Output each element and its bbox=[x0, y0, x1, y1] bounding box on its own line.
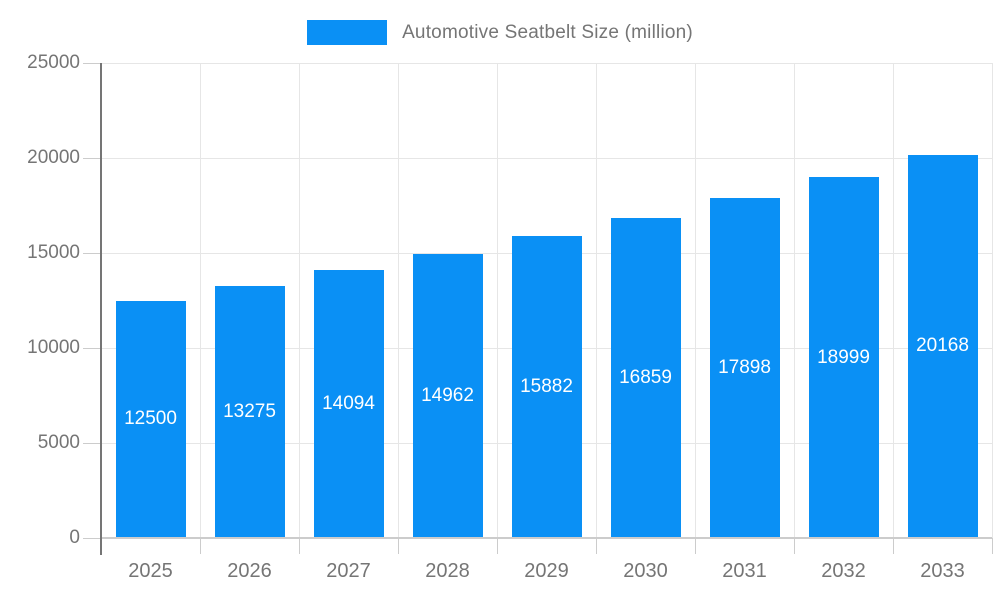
legend-label: Automotive Seatbelt Size (million) bbox=[402, 21, 693, 43]
x-axis-tick bbox=[892, 538, 894, 554]
bar-value-label: 15882 bbox=[520, 376, 573, 398]
x-axis-tick bbox=[991, 538, 993, 554]
y-axis-label: 10000 bbox=[27, 337, 80, 358]
bar bbox=[313, 270, 384, 538]
bar bbox=[115, 300, 186, 538]
x-axis-label: 2027 bbox=[326, 560, 371, 582]
x-gridline bbox=[991, 63, 993, 538]
x-gridline bbox=[496, 63, 498, 538]
x-axis-line bbox=[101, 537, 992, 539]
y-gridline bbox=[101, 62, 992, 64]
x-axis-label: 2032 bbox=[821, 560, 866, 582]
y-axis-tick bbox=[83, 62, 101, 64]
x-axis-label: 2026 bbox=[227, 560, 272, 582]
legend-swatch bbox=[307, 20, 388, 45]
x-gridline bbox=[892, 63, 894, 538]
bar bbox=[808, 177, 879, 538]
bar-value-label: 14962 bbox=[421, 384, 474, 406]
bar-value-label: 13275 bbox=[223, 400, 276, 422]
x-axis-tick bbox=[199, 538, 201, 554]
x-axis-label: 2025 bbox=[128, 560, 173, 582]
x-axis-tick bbox=[298, 538, 300, 554]
x-gridline bbox=[199, 63, 201, 538]
bar-value-label: 14094 bbox=[322, 393, 375, 415]
x-axis-tick bbox=[694, 538, 696, 554]
y-axis-tick bbox=[83, 347, 101, 349]
x-axis-tick bbox=[496, 538, 498, 554]
y-axis-tick bbox=[83, 157, 101, 159]
bar bbox=[907, 154, 978, 538]
x-gridline bbox=[694, 63, 696, 538]
y-axis-tick bbox=[83, 252, 101, 254]
bar-value-label: 18999 bbox=[817, 346, 870, 368]
y-axis-label: 5000 bbox=[37, 432, 80, 453]
bar bbox=[412, 253, 483, 538]
x-axis-label: 2028 bbox=[425, 560, 470, 582]
y-axis-label: 25000 bbox=[27, 52, 80, 73]
y-axis-tick bbox=[83, 537, 101, 539]
bar-value-label: 16859 bbox=[619, 366, 672, 388]
bar-value-label: 20168 bbox=[916, 335, 969, 357]
y-axis-label: 15000 bbox=[27, 242, 80, 263]
y-axis-label: 0 bbox=[69, 527, 80, 548]
x-gridline bbox=[298, 63, 300, 538]
x-axis-tick bbox=[397, 538, 399, 554]
bar bbox=[709, 197, 780, 538]
x-axis-label: 2030 bbox=[623, 560, 668, 582]
x-axis-label: 2029 bbox=[524, 560, 569, 582]
x-gridline bbox=[595, 63, 597, 538]
x-axis-label: 2033 bbox=[920, 560, 965, 582]
y-gridline bbox=[101, 157, 992, 159]
bar bbox=[214, 285, 285, 538]
legend: Automotive Seatbelt Size (million) bbox=[0, 20, 1000, 45]
bar-value-label: 12500 bbox=[124, 408, 177, 430]
bar bbox=[511, 236, 582, 538]
x-gridline bbox=[793, 63, 795, 538]
x-axis-tick bbox=[793, 538, 795, 554]
y-axis-line bbox=[100, 63, 102, 555]
bar-value-label: 17898 bbox=[718, 356, 771, 378]
y-axis-tick bbox=[83, 442, 101, 444]
y-axis-label: 20000 bbox=[27, 147, 80, 168]
bar bbox=[610, 217, 681, 538]
x-axis-tick bbox=[595, 538, 597, 554]
x-axis-label: 2031 bbox=[722, 560, 767, 582]
x-gridline bbox=[397, 63, 399, 538]
